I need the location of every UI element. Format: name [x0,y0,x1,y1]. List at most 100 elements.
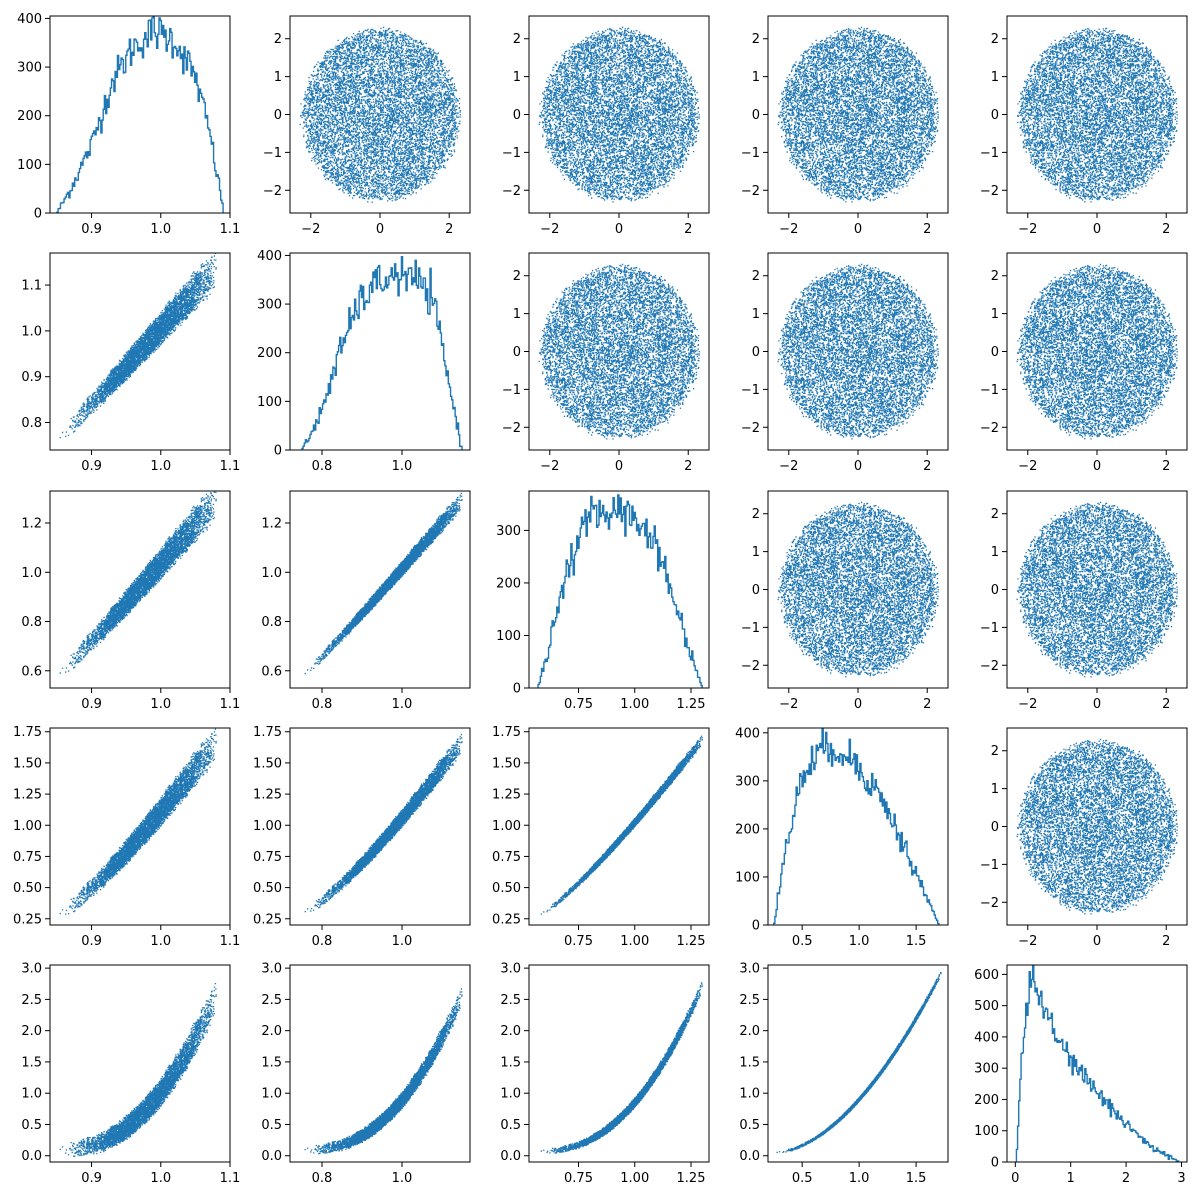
histogram-line [537,494,703,688]
x-tick-label: 1.0 [392,459,413,474]
panel-4-0: 0.9 1.0 1.1 0.0 0.5 1.0 1.5 2.0 2.5 3.0 [21,962,240,1186]
y-tick-label: 2.5 [739,993,760,1008]
y-tick-label: 1.75 [492,725,521,740]
x-tick-label: −2 [779,222,798,237]
panel-3-1: 0.8 1.0 0.25 0.50 0.75 1.00 1.25 1.50 1.75 [253,725,471,949]
y-tick-label: 300 [17,61,42,76]
axes-frame [1006,964,1188,1163]
y-tick-label: 1 [513,307,521,322]
axes-frame [767,727,949,926]
y-tick-label: 1.0 [21,1087,42,1102]
x-tick-label: 1.0 [849,1171,870,1186]
x-tick-label: 0.8 [312,697,333,712]
y-tick-label: 200 [17,109,42,124]
y-tick-label: 1.25 [492,788,521,803]
y-tick-label: −2 [741,184,760,199]
x-tick-label: 1.00 [620,697,649,712]
scatter-points [777,26,939,203]
y-tick-label: 200 [974,1093,999,1108]
x-tick-label: 1.25 [677,934,706,949]
panel-1-3: −2 0 2 −2 −1 0 1 2 [741,252,949,474]
y-tick-label: 2 [991,269,999,284]
scatter-points [1016,501,1178,678]
panel-0-3: −2 0 2 −2 −1 0 1 2 [741,15,949,237]
x-tick-label: 0.9 [81,1171,102,1186]
scatter-points [59,253,217,439]
histogram-line [1015,965,1180,1162]
y-tick-label: 600 [974,968,999,983]
y-tick-label: 0.25 [13,912,42,927]
y-tick-label: 1 [991,307,999,322]
x-tick-label: 0.9 [81,459,102,474]
plot-area [59,728,217,915]
y-tick-label: 1.0 [739,1087,760,1102]
y-tick-label: 1.2 [261,517,282,532]
y-tick-label: 0.6 [21,664,42,679]
y-tick-label: 0.5 [261,1118,282,1133]
y-tick-label: 2 [752,32,760,47]
x-tick-label: 1.0 [392,1171,413,1186]
panel-0-0: 0.9 1.0 1.1 0 100 200 300 400 [17,12,240,237]
x-tick-label: 1.1 [220,934,241,949]
plot-area [1015,965,1180,1162]
y-tick-label: 200 [496,576,521,591]
panel-0-2: −2 0 2 −2 −1 0 1 2 [502,15,710,237]
x-tick-label: 0 [854,697,862,712]
y-tick-label: −1 [741,621,760,636]
x-tick-label: 1.1 [220,459,241,474]
y-tick-label: 2.0 [261,1024,282,1039]
y-tick-label: −2 [502,421,521,436]
y-tick-label: 2.0 [500,1024,521,1039]
axes-frame [289,964,471,1163]
x-tick-label: 1.0 [150,222,171,237]
plot-area [59,491,217,674]
y-tick-label: 2 [752,269,760,284]
y-tick-label: 1.00 [13,819,42,834]
scatter-points [304,988,463,1155]
plot-area [304,988,463,1155]
x-tick-label: −2 [301,222,320,237]
x-tick-label: 1.25 [677,1171,706,1186]
y-tick-label: −2 [741,421,760,436]
y-tick-label: 1.5 [500,1055,521,1070]
scatter-points [1017,27,1178,203]
x-tick-label: 0.75 [564,697,593,712]
y-tick-label: −2 [980,421,999,436]
y-tick-label: −1 [980,858,999,873]
y-tick-label: 300 [974,1062,999,1077]
x-tick-label: 1.0 [849,934,870,949]
plot-area [1017,27,1178,203]
x-tick-label: 0.8 [312,1171,333,1186]
y-tick-label: 1.75 [253,725,282,740]
x-tick-label: 0.75 [564,1171,593,1186]
panel-4-1: 0.8 1.0 0.0 0.5 1.0 1.5 2.0 2.5 3.0 [261,962,471,1186]
y-tick-label: 0 [991,108,999,123]
x-tick-label: 1.0 [150,459,171,474]
y-tick-label: −2 [980,896,999,911]
scatter-points [538,263,700,440]
panel-1-0: 0.9 1.0 1.1 0.8 0.9 1.0 1.1 [21,252,241,474]
x-tick-label: −2 [1018,934,1037,949]
panel-3-4: −2 0 2 −2 −1 0 1 2 [980,727,1188,949]
x-tick-label: −2 [1018,697,1037,712]
y-tick-label: −1 [741,146,760,161]
axes-frame [49,490,231,689]
scatter-points [540,982,703,1154]
x-tick-label: 2 [923,697,931,712]
scatter-points [304,492,463,675]
axes-frame [528,727,710,926]
x-tick-label: 2 [1162,934,1170,949]
y-tick-label: 1.50 [253,756,282,771]
y-tick-label: 1 [274,70,282,85]
y-tick-label: 0 [513,345,521,360]
plot-area [773,728,940,925]
x-tick-label: 2 [1162,697,1170,712]
y-tick-label: 100 [735,870,760,885]
x-tick-label: 2 [923,222,931,237]
plot-area [537,494,703,688]
panel-3-3: 0.5 1.0 1.5 0 100 200 300 400 [735,726,949,949]
y-tick-label: 1 [991,782,999,797]
y-tick-label: 0 [991,345,999,360]
scatter-points [1016,263,1178,440]
x-tick-label: 0.9 [81,934,102,949]
